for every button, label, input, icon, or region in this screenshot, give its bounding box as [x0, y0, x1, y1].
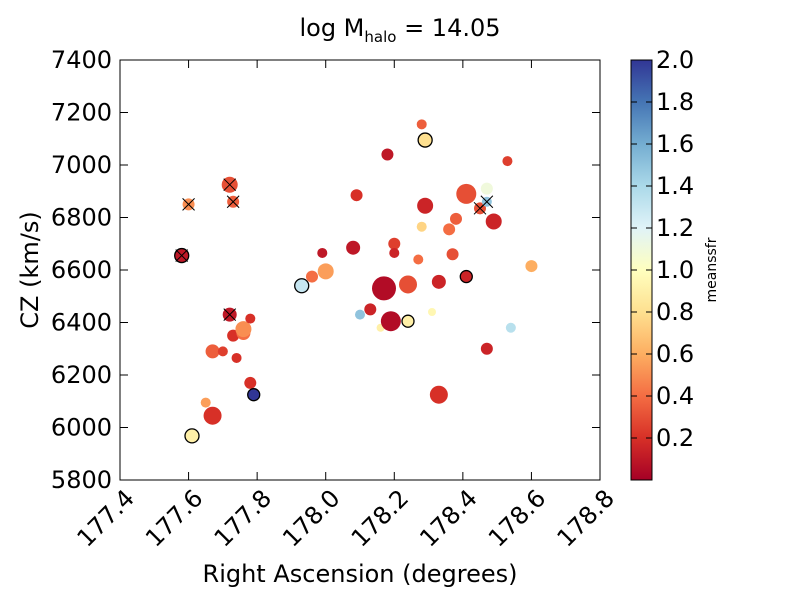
x-marker-stroke — [175, 249, 189, 262]
data-point — [247, 388, 261, 402]
y-tick-label: 6400 — [51, 309, 112, 337]
data-point — [184, 428, 200, 444]
data-point — [428, 308, 436, 316]
colorbar-tick-label: 2.0 — [656, 46, 694, 74]
colorbar: 0.2 0.4 0.6 0.8 1.0 1.2 1.4 1.6 1.8 2.0 meanssfr — [630, 46, 720, 481]
data-point — [417, 132, 433, 148]
colorbar-tick-label: 0.2 — [656, 424, 694, 452]
data-point — [372, 276, 396, 301]
chart-title: log Mhalo = 14.05 — [299, 14, 500, 46]
x-tick-label: 178.8 — [552, 484, 620, 552]
data-point — [416, 221, 427, 232]
plot-background — [120, 60, 600, 480]
x-marker — [182, 198, 195, 211]
y-axis-label: CZ (km/s) — [16, 211, 44, 328]
colorbar-ticks: 0.2 0.4 0.6 0.8 1.0 1.2 1.4 1.6 1.8 2.0 — [631, 46, 694, 452]
data-point — [244, 376, 257, 389]
data-point — [443, 223, 456, 236]
colorbar-tick-label: 0.8 — [656, 298, 694, 326]
data-point — [429, 385, 448, 404]
data-point — [525, 260, 538, 273]
data-point — [306, 270, 318, 283]
y-tick-label: 7000 — [51, 151, 112, 179]
colorbar-tick-label: 0.4 — [656, 382, 694, 410]
data-point — [381, 148, 394, 161]
x-marker-stroke — [226, 195, 240, 209]
colorbar-gradient — [631, 60, 652, 480]
x-tick-label: 177.6 — [140, 484, 208, 552]
plot-area — [119, 59, 601, 481]
data-point — [235, 321, 252, 338]
x-marker — [223, 308, 237, 321]
data-point — [389, 247, 400, 258]
x-axis-label: Right Ascension (degrees) — [203, 560, 518, 588]
x-tick-label: 178.4 — [414, 484, 482, 552]
data-point — [502, 156, 513, 167]
colorbar-tick-label: 1.8 — [656, 88, 694, 116]
x-tick-label: 178.2 — [346, 484, 414, 552]
data-point — [355, 309, 365, 320]
y-axis-ticks: 5800 6000 6200 6400 6600 6800 7000 7200 7400 — [51, 46, 600, 494]
x-tick-label: 178.0 — [277, 484, 345, 552]
data-point — [245, 313, 256, 324]
colorbar-tick-label: 1.2 — [656, 214, 694, 242]
data-point — [364, 303, 377, 316]
y-tick-label: 6800 — [51, 204, 112, 232]
x-marker-stroke — [223, 308, 237, 321]
x-marker — [480, 195, 494, 209]
colorbar-label: meanssfr — [704, 237, 720, 302]
y-tick-label: 5800 — [51, 466, 112, 494]
data-point — [317, 263, 334, 280]
data-point — [480, 342, 493, 355]
colorbar-tick-label: 1.0 — [656, 256, 694, 284]
x-tick-label: 178.6 — [483, 484, 551, 552]
data-point — [203, 406, 222, 425]
x-marker-stroke — [480, 195, 494, 209]
y-tick-label: 7400 — [51, 46, 112, 74]
data-point — [200, 397, 211, 408]
x-tick-label: 177.8 — [209, 484, 277, 552]
data-point — [380, 311, 401, 332]
y-tick-label: 7200 — [51, 99, 112, 127]
data-point — [350, 189, 363, 202]
x-marker — [226, 195, 240, 209]
data-point — [450, 212, 462, 225]
data-point — [401, 314, 415, 328]
x-marker — [175, 249, 189, 262]
title-subscript: halo — [364, 28, 396, 46]
x-marker — [223, 178, 237, 192]
y-tick-label: 6000 — [51, 414, 112, 442]
data-point — [480, 182, 493, 195]
data-point — [399, 275, 417, 294]
title-suffix: = 14.05 — [396, 14, 500, 42]
points-layer — [174, 119, 538, 444]
data-point — [227, 329, 240, 342]
y-tick-label: 6200 — [51, 361, 112, 389]
data-point — [417, 197, 434, 214]
data-point — [446, 248, 459, 261]
x-marker-stroke — [223, 178, 237, 192]
colorbar-tick-label: 1.6 — [656, 130, 694, 158]
colorbar-tick-label: 0.6 — [656, 340, 694, 368]
data-point — [413, 254, 424, 265]
data-point — [346, 240, 361, 255]
data-point — [388, 237, 401, 250]
data-point — [231, 352, 242, 363]
x-tick-label: 177.4 — [72, 484, 140, 552]
data-point — [217, 346, 228, 357]
colorbar-tick-label: 1.4 — [656, 172, 694, 200]
data-point — [416, 119, 427, 130]
data-point — [431, 274, 446, 289]
data-point — [505, 322, 516, 333]
y-tick-label: 6600 — [51, 256, 112, 284]
data-point — [205, 344, 220, 359]
data-point — [317, 247, 328, 258]
x-marker-stroke — [182, 198, 195, 211]
data-point — [456, 183, 477, 204]
data-point — [294, 278, 310, 294]
data-point — [485, 213, 502, 230]
data-point — [459, 269, 473, 284]
